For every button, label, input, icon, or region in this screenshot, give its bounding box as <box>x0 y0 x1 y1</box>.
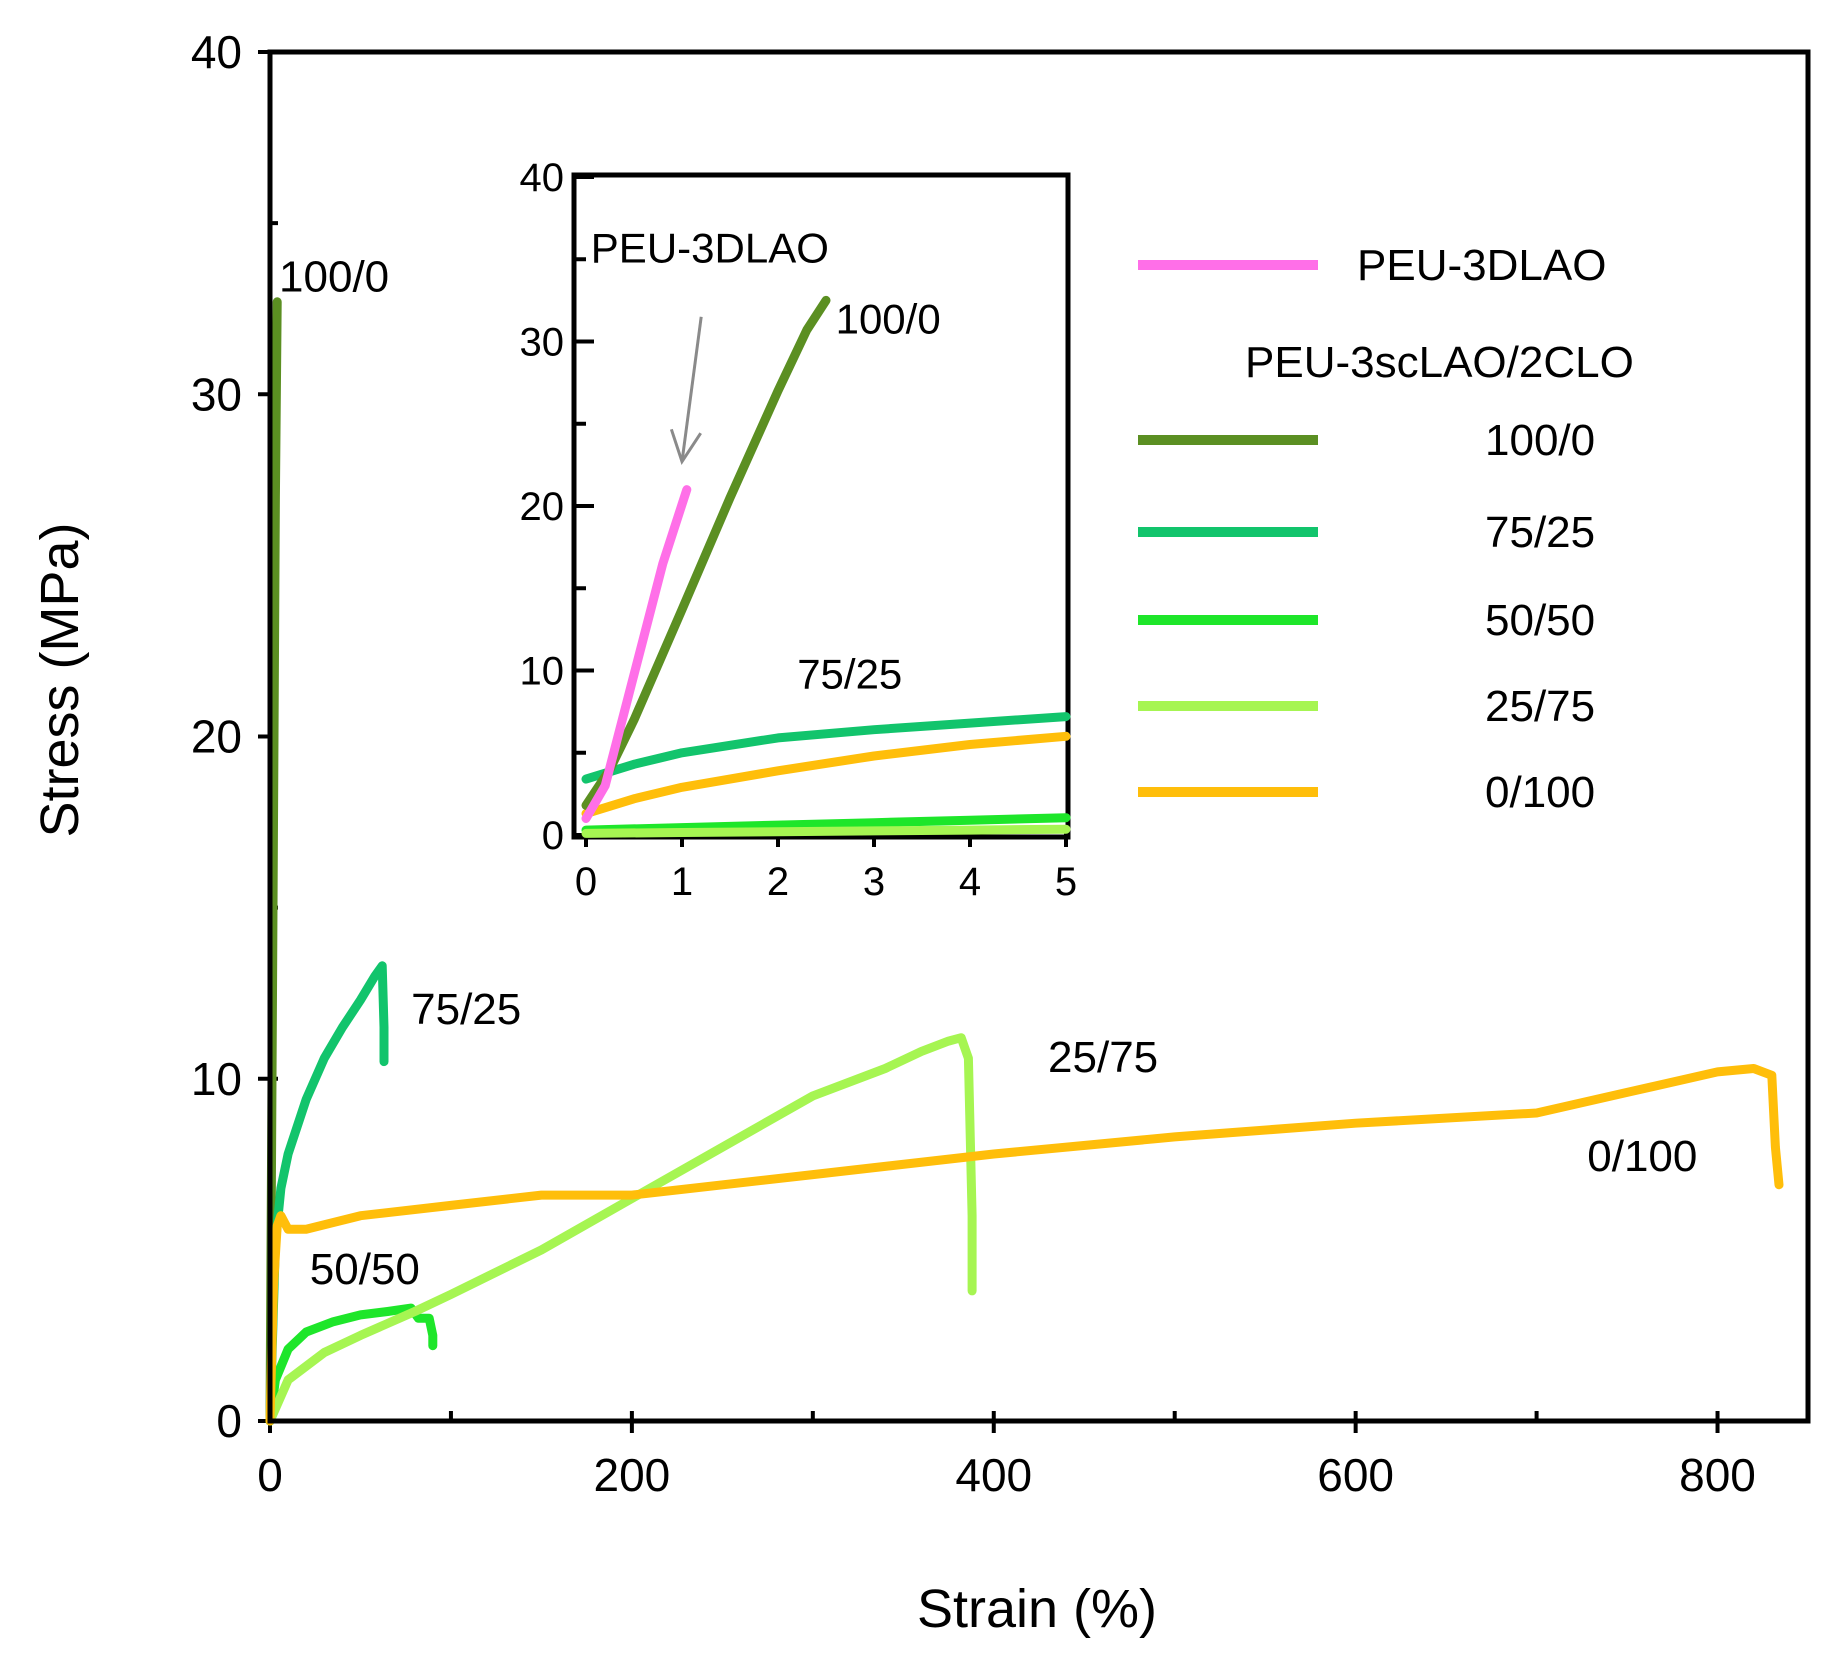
annotation-c50_50: 50/50 <box>310 1245 420 1294</box>
series-line-c0_100 <box>265 1064 1784 1426</box>
inset-x-tick-label: 1 <box>671 860 693 904</box>
annotation-c25_75: 25/75 <box>1048 1033 1158 1082</box>
legend-heading: PEU-3scLAO/2CLO <box>1245 338 1634 387</box>
series-line-c25_75 <box>265 1033 977 1426</box>
inset-y-tick-label: 10 <box>520 650 565 694</box>
x-tick-label: 200 <box>594 1449 671 1501</box>
legend-item-c25_75: 25/75 <box>1138 682 1595 731</box>
x-tick-label: 600 <box>1317 1449 1394 1501</box>
inset-x-tick-label: 3 <box>863 860 885 904</box>
inset-x-tick-label: 5 <box>1055 860 1077 904</box>
inset-plot: 0 10 20 30 40 0 1 2 3 4 5 100/0 75/25 PEU-3DLAO <box>520 156 1078 904</box>
legend-label: 25/75 <box>1485 682 1595 731</box>
inset-y-tick-label: 20 <box>520 485 565 529</box>
y-tick-label: 10 <box>191 1053 242 1105</box>
inset-series-line-c0_100 <box>581 731 1071 819</box>
inset-x-tick-label: 0 <box>575 860 597 904</box>
inset-series-line-dlao <box>581 485 692 823</box>
series-line-c75_25 <box>265 961 389 1426</box>
legend-label: 100/0 <box>1485 416 1595 465</box>
legend-label: 50/50 <box>1485 596 1595 645</box>
legend-label: 0/100 <box>1485 768 1595 817</box>
legend: PEU-3DLAO PEU-3scLAO/2CLO 100/0 75/25 50/50 2… <box>1138 241 1634 817</box>
inset-y-tick-label: 30 <box>520 321 565 365</box>
legend-item-c100_0: 100/0 <box>1138 416 1595 465</box>
x-tick-label: 800 <box>1679 1449 1756 1501</box>
inset-annotation-dlao: PEU-3DLAO <box>591 225 829 272</box>
inset-annotation-c100_0: 100/0 <box>836 295 941 342</box>
legend-item-c50_50: 50/50 <box>1138 596 1595 645</box>
x-tick-label: 0 <box>257 1449 283 1501</box>
inset-x-tick-label: 2 <box>767 860 789 904</box>
y-tick-label: 40 <box>191 26 242 78</box>
legend-item-c75_25: 75/25 <box>1138 508 1595 557</box>
inset-x-tick-label: 4 <box>959 860 981 904</box>
y-tick-label: 30 <box>191 368 242 420</box>
inset-annotation-c75_25: 75/25 <box>797 651 902 698</box>
y-tick-label: 0 <box>216 1395 242 1447</box>
y-tick-label: 20 <box>191 711 242 763</box>
legend-item-heading: PEU-3scLAO/2CLO <box>1245 338 1634 387</box>
legend-item-dlao: PEU-3DLAO <box>1138 241 1606 290</box>
legend-label: PEU-3DLAO <box>1357 241 1606 290</box>
inset-frame <box>571 172 1071 840</box>
x-axis-title: Strain (%) <box>917 1579 1157 1639</box>
inset-y-tick-label: 0 <box>542 814 564 858</box>
legend-item-c0_100: 0/100 <box>1138 768 1595 817</box>
inset-series-line-c25_75 <box>581 824 1071 838</box>
plot-frame <box>267 49 1811 1424</box>
y-axis-title: Stress (MPa) <box>30 522 90 837</box>
inset-series-line-c50_50 <box>581 813 1071 835</box>
annotation-c100_0: 100/0 <box>279 253 389 302</box>
inset-arrow-shaft <box>680 316 703 462</box>
annotation-c75_25: 75/25 <box>411 985 521 1034</box>
series-line-c50_50 <box>265 1303 438 1426</box>
inset-arrow-head <box>669 428 702 466</box>
legend-label: 75/25 <box>1485 508 1595 557</box>
inset-y-tick-label: 40 <box>520 156 565 200</box>
annotation-c0_100: 0/100 <box>1587 1132 1697 1181</box>
inset-series-line-c75_25 <box>581 712 1071 784</box>
x-tick-label: 400 <box>955 1449 1032 1501</box>
